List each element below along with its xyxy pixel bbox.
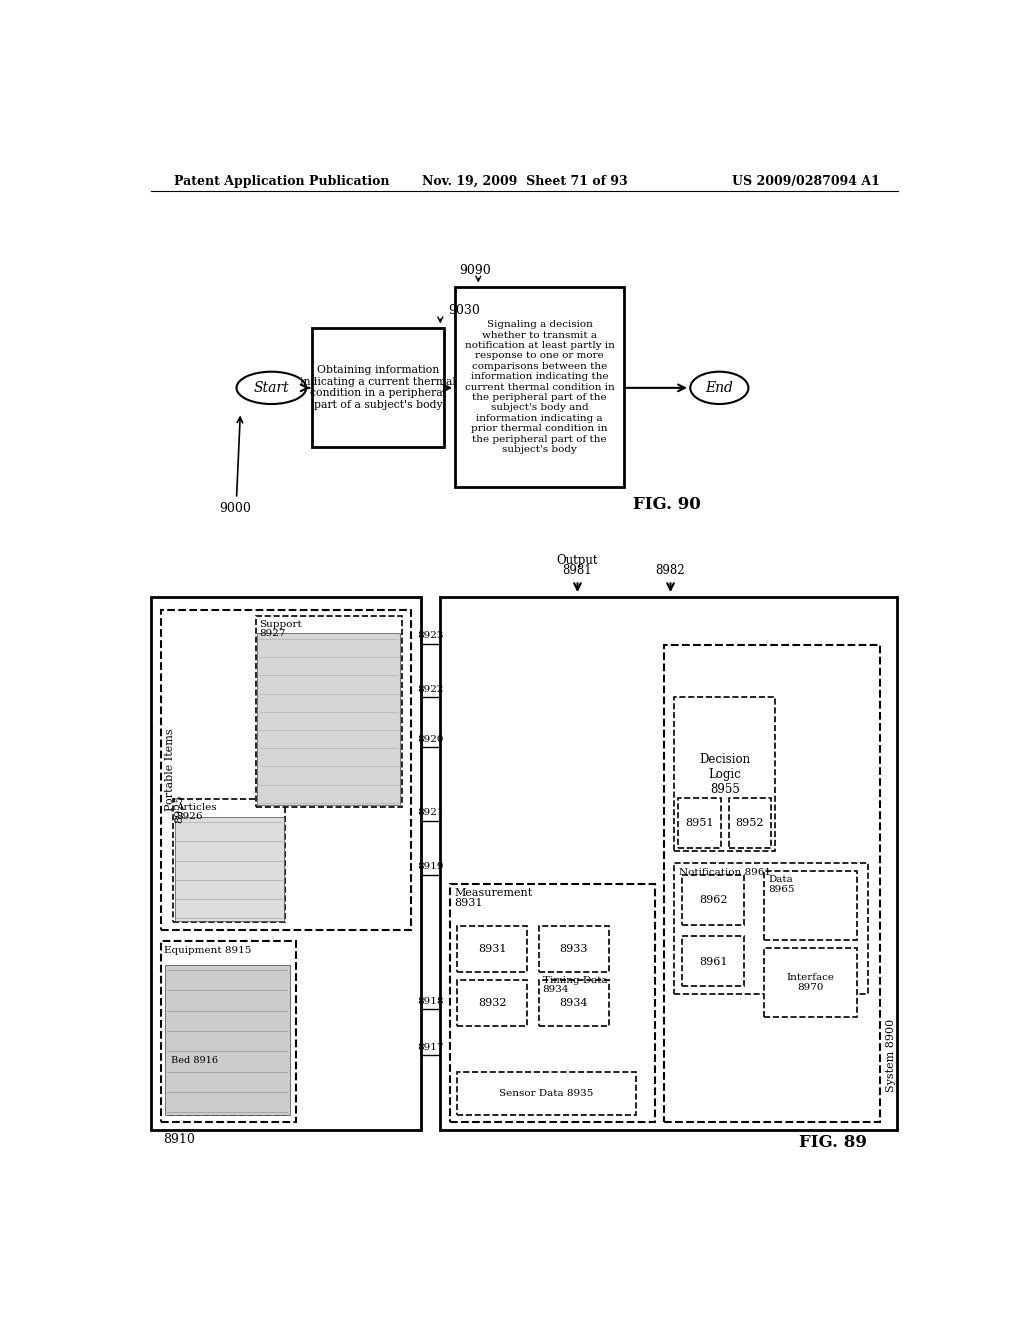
FancyBboxPatch shape (764, 871, 856, 940)
Text: 8923: 8923 (417, 631, 443, 640)
Text: 8934: 8934 (543, 985, 569, 994)
Text: Nov. 19, 2009  Sheet 71 of 93: Nov. 19, 2009 Sheet 71 of 93 (422, 176, 628, 187)
FancyBboxPatch shape (439, 598, 897, 1130)
Text: Data: Data (768, 875, 793, 884)
Text: 8927: 8927 (259, 628, 286, 638)
Text: Obtaining information
indicating a current thermal
condition in a peripheral
par: Obtaining information indicating a curre… (300, 366, 457, 411)
Text: Decision
Logic
8955: Decision Logic 8955 (699, 752, 751, 796)
Text: 8961: 8961 (698, 957, 727, 966)
Text: Start: Start (254, 381, 289, 395)
Text: 8981: 8981 (562, 564, 592, 577)
Text: Notification 8961: Notification 8961 (679, 867, 771, 876)
Text: Timing Data: Timing Data (543, 977, 607, 985)
FancyBboxPatch shape (450, 884, 655, 1122)
Text: 8932: 8932 (478, 998, 507, 1008)
Text: US 2009/0287094 A1: US 2009/0287094 A1 (732, 176, 880, 187)
FancyBboxPatch shape (257, 634, 400, 805)
FancyBboxPatch shape (312, 327, 444, 447)
FancyBboxPatch shape (161, 610, 411, 929)
Text: 9030: 9030 (449, 305, 480, 317)
Text: Sensor Data 8935: Sensor Data 8935 (500, 1089, 594, 1098)
Text: 9000: 9000 (219, 502, 251, 515)
Text: 8951: 8951 (685, 818, 714, 828)
FancyBboxPatch shape (764, 948, 856, 1016)
Text: 8925: 8925 (174, 795, 184, 822)
FancyBboxPatch shape (539, 927, 608, 973)
Text: 8952: 8952 (735, 818, 764, 828)
FancyBboxPatch shape (161, 941, 296, 1122)
Text: Output: Output (557, 554, 598, 566)
FancyBboxPatch shape (682, 875, 744, 924)
Text: Signaling a decision
whether to transmit a
notification at least partly in
respo: Signaling a decision whether to transmit… (465, 321, 614, 454)
FancyBboxPatch shape (678, 797, 721, 847)
Text: 8910: 8910 (163, 1133, 195, 1146)
FancyBboxPatch shape (539, 979, 608, 1026)
FancyBboxPatch shape (665, 645, 880, 1122)
FancyBboxPatch shape (165, 965, 290, 1114)
Text: 8922: 8922 (417, 685, 443, 694)
Ellipse shape (237, 372, 306, 404)
Text: Interface
8970: Interface 8970 (786, 973, 834, 993)
Text: Support: Support (259, 619, 302, 628)
Text: Bed 8916: Bed 8916 (171, 1056, 218, 1065)
FancyBboxPatch shape (173, 799, 286, 923)
Text: 8921: 8921 (417, 808, 443, 817)
Ellipse shape (690, 372, 749, 404)
Text: 8982: 8982 (655, 564, 685, 577)
Text: 8926: 8926 (176, 812, 203, 821)
Text: Equipment 8915: Equipment 8915 (164, 946, 251, 956)
Text: 8962: 8962 (698, 895, 727, 906)
Text: Articles: Articles (176, 803, 217, 812)
Text: 8918: 8918 (417, 997, 443, 1006)
FancyBboxPatch shape (152, 598, 421, 1130)
Text: 8931: 8931 (478, 944, 507, 954)
Text: FIG. 90: FIG. 90 (633, 496, 700, 513)
FancyBboxPatch shape (455, 286, 624, 487)
FancyBboxPatch shape (174, 817, 284, 921)
Text: 8917: 8917 (417, 1043, 443, 1052)
FancyBboxPatch shape (168, 1053, 285, 1114)
Text: System 8900: System 8900 (886, 1019, 896, 1092)
Text: Measurement: Measurement (455, 888, 532, 899)
FancyBboxPatch shape (458, 1072, 636, 1114)
FancyBboxPatch shape (682, 936, 744, 986)
FancyBboxPatch shape (256, 615, 401, 807)
Text: 8934: 8934 (559, 998, 588, 1008)
Text: Portable Items: Portable Items (165, 729, 175, 812)
FancyBboxPatch shape (675, 863, 868, 994)
Text: 9090: 9090 (459, 264, 490, 277)
Text: FIG. 89: FIG. 89 (800, 1134, 867, 1151)
Text: 8931: 8931 (455, 898, 482, 908)
FancyBboxPatch shape (458, 927, 527, 973)
Text: 8919: 8919 (417, 862, 443, 871)
FancyBboxPatch shape (729, 797, 771, 847)
Text: 8965: 8965 (768, 884, 795, 894)
Text: 8920: 8920 (417, 735, 443, 744)
FancyBboxPatch shape (675, 697, 775, 851)
Text: Patent Application Publication: Patent Application Publication (174, 176, 390, 187)
Text: 8933: 8933 (559, 944, 588, 954)
FancyBboxPatch shape (458, 979, 527, 1026)
Text: End: End (706, 381, 733, 395)
